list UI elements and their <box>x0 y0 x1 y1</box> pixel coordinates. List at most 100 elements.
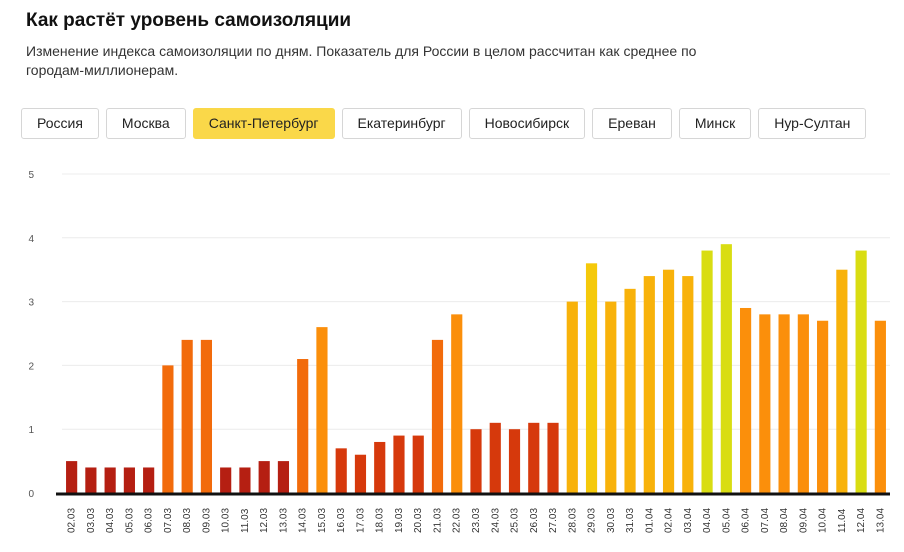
bar-08.03[interactable] <box>181 339 193 493</box>
x-tick-label: 05.03 <box>124 508 135 533</box>
x-tick-label: 04.04 <box>702 508 713 533</box>
bar-14.03[interactable] <box>297 359 309 493</box>
x-tick-label: 09.04 <box>798 508 809 533</box>
bar-02.04[interactable] <box>662 269 675 493</box>
x-tick-label: 31.03 <box>625 508 636 533</box>
x-tick-label: 21.03 <box>432 508 443 533</box>
x-tick-label: 23.03 <box>471 508 482 533</box>
tab-novosibirsk[interactable]: Новосибирск <box>468 108 586 139</box>
bar-12.04[interactable] <box>855 250 867 493</box>
x-tick-label: 08.04 <box>779 508 790 533</box>
bar-26.03[interactable] <box>528 422 540 493</box>
x-tick-label: 28.03 <box>567 508 578 533</box>
x-tick-label: 04.03 <box>105 508 116 533</box>
x-tick-label: 08.03 <box>182 508 193 533</box>
x-tick-label: 07.04 <box>760 508 771 533</box>
x-tick-label: 12.04 <box>856 508 867 533</box>
bar-12.03[interactable] <box>258 461 270 493</box>
x-tick-label: 26.03 <box>529 508 540 533</box>
x-tick-label: 11.04 <box>837 508 848 533</box>
bar-02.03[interactable] <box>66 461 78 493</box>
bar-19.03[interactable] <box>393 435 405 493</box>
bar-22.03[interactable] <box>451 314 463 493</box>
y-tick-label: 4 <box>28 234 34 245</box>
x-tick-label: 27.03 <box>548 508 559 533</box>
x-tick-label: 06.03 <box>144 508 155 533</box>
x-tick-label: 06.04 <box>741 508 752 533</box>
bar-25.03[interactable] <box>508 429 521 493</box>
tab-nur-sultan[interactable]: Нур-Султан <box>758 108 867 139</box>
bar-10.03[interactable] <box>220 467 232 493</box>
bar-29.03[interactable] <box>585 263 598 493</box>
x-tick-label: 05.04 <box>721 508 732 533</box>
bar-11.03[interactable] <box>239 467 251 493</box>
x-tick-label: 03.03 <box>86 508 97 533</box>
y-tick-label: 5 <box>28 170 34 181</box>
x-tick-label: 13.03 <box>278 508 289 533</box>
x-tick-label: 24.03 <box>490 508 501 533</box>
x-tick-label: 29.03 <box>587 508 598 533</box>
bar-07.04[interactable] <box>759 314 771 493</box>
bar-03.04[interactable] <box>682 276 694 493</box>
city-tabs: Россия Москва Санкт-Петербург Екатеринбу… <box>21 108 867 139</box>
bar-09.04[interactable] <box>797 314 809 493</box>
x-tick-label: 12.03 <box>259 508 270 533</box>
tab-saint-petersburg[interactable]: Санкт-Петербург <box>192 108 335 139</box>
tab-minsk[interactable]: Минск <box>678 108 752 139</box>
bar-27.03[interactable] <box>547 422 559 493</box>
bar-23.03[interactable] <box>470 429 482 493</box>
x-tick-label: 02.03 <box>67 508 78 533</box>
x-tick-label: 25.03 <box>510 508 521 533</box>
bar-17.03[interactable] <box>354 454 367 493</box>
x-tick-label: 14.03 <box>298 508 309 533</box>
tab-russia[interactable]: Россия <box>21 108 99 139</box>
bar-04.04[interactable] <box>701 250 713 493</box>
x-tick-label: 16.03 <box>336 508 347 533</box>
x-tick-label: 15.03 <box>317 508 328 533</box>
bar-11.04[interactable] <box>836 269 848 493</box>
bar-24.03[interactable] <box>489 422 501 493</box>
self-isolation-bar-chart: 0 1 2 3 4 5 02.03 03.03 04.03 05.03 06.03 07.03 08.0… <box>28 170 890 533</box>
x-tick-label: 03.04 <box>683 508 694 533</box>
x-tick-label: 19.03 <box>394 508 405 533</box>
bar-15.03[interactable] <box>316 327 328 493</box>
y-tick-label: 0 <box>28 489 34 500</box>
page-title: Как растёт уровень самоизоляции <box>26 10 352 31</box>
x-tick-label: 13.04 <box>875 508 886 533</box>
x-tick-label: 02.04 <box>664 508 675 533</box>
bar-16.03[interactable] <box>335 448 347 493</box>
x-tick-label: 30.03 <box>606 508 617 533</box>
page-subtitle: Изменение индекса самоизоляции по дням. … <box>26 43 697 78</box>
bar-10.04[interactable] <box>817 320 829 493</box>
bar-03.03[interactable] <box>85 467 97 493</box>
x-tick-label: 22.03 <box>452 508 463 533</box>
y-tick-label: 2 <box>28 361 34 372</box>
x-tick-label: 07.03 <box>163 508 174 533</box>
tab-yekaterinburg[interactable]: Екатеринбург <box>341 108 462 139</box>
bar-04.03[interactable] <box>104 467 116 493</box>
tab-yerevan[interactable]: Ереван <box>592 108 672 139</box>
bar-08.04[interactable] <box>778 314 790 493</box>
bar-28.03[interactable] <box>566 301 578 493</box>
tab-moscow[interactable]: Москва <box>105 108 186 139</box>
bar-13.04[interactable] <box>874 320 886 493</box>
x-tick-label: 01.04 <box>644 508 655 533</box>
y-tick-label: 3 <box>28 298 34 309</box>
bar-18.03[interactable] <box>374 441 386 493</box>
bar-13.03[interactable] <box>277 461 290 493</box>
bar-05.03[interactable] <box>123 467 135 493</box>
bar-06.03[interactable] <box>143 467 155 493</box>
y-tick-label: 1 <box>28 425 34 436</box>
bar-31.03[interactable] <box>624 288 636 493</box>
x-tick-label: 10.03 <box>221 508 232 533</box>
bar-05.04[interactable] <box>720 244 732 493</box>
bar-20.03[interactable] <box>412 435 424 493</box>
bar-09.03[interactable] <box>200 339 213 493</box>
bar-01.04[interactable] <box>643 276 655 493</box>
bar-21.03[interactable] <box>431 339 444 493</box>
bar-30.03[interactable] <box>605 301 617 493</box>
x-tick-label: 11.03 <box>240 508 251 533</box>
x-tick-label: 18.03 <box>375 508 386 533</box>
bar-07.03[interactable] <box>162 365 174 493</box>
bar-06.04[interactable] <box>739 307 752 493</box>
